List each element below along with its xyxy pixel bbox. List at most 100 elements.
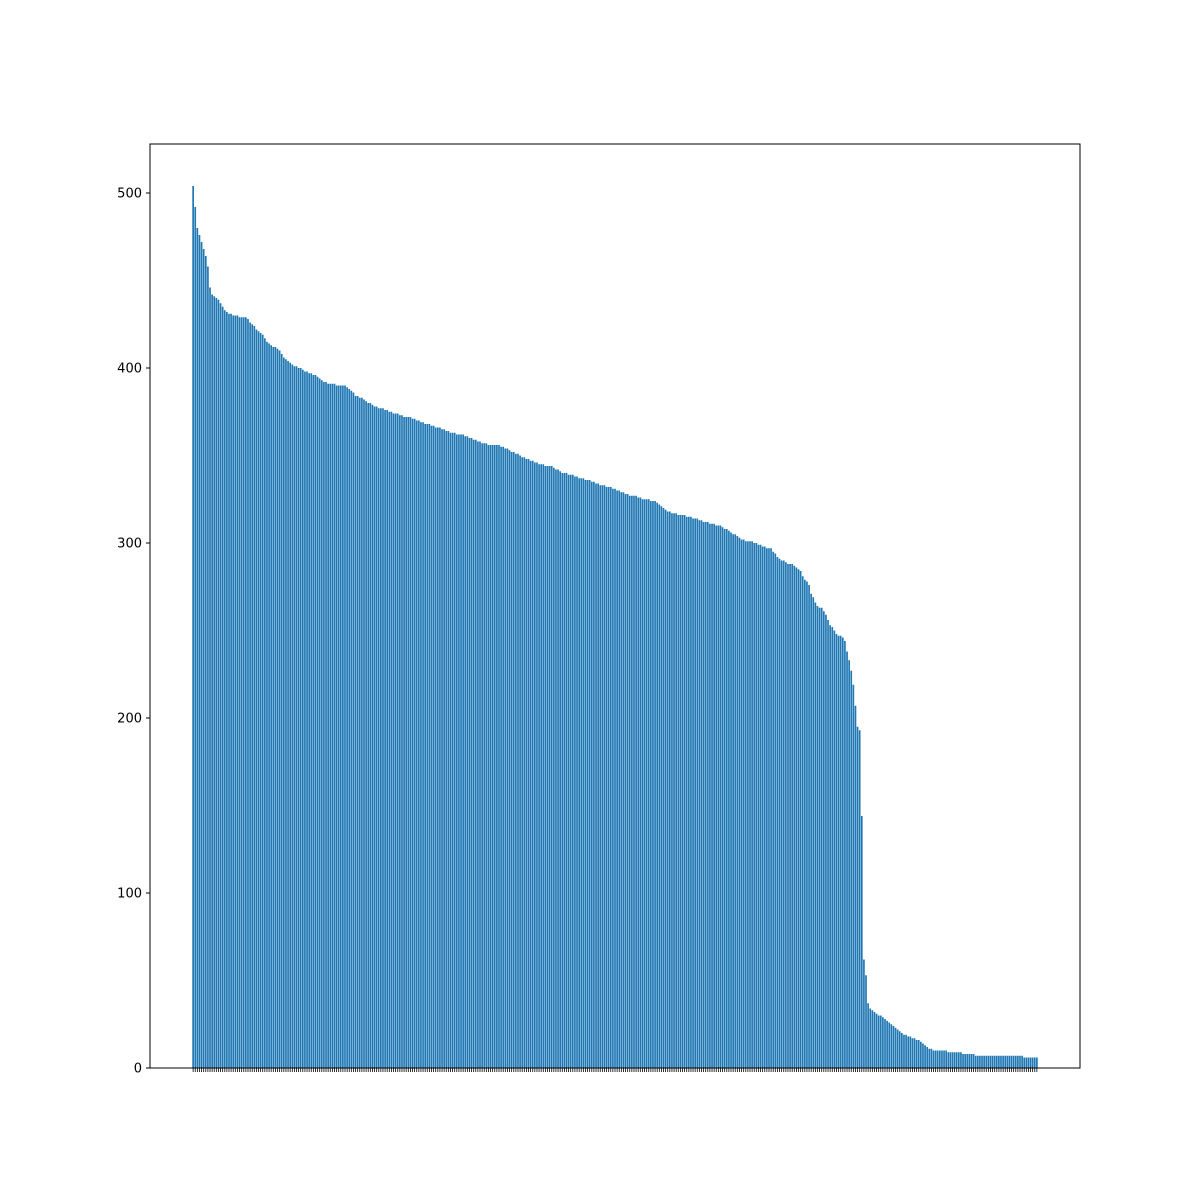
bar — [624, 494, 627, 1068]
bar — [584, 480, 587, 1068]
bar — [628, 495, 631, 1068]
plot-frame — [149, 143, 1081, 1069]
bar — [483, 443, 486, 1068]
bar — [297, 368, 300, 1068]
bar — [215, 298, 218, 1068]
bar — [778, 558, 781, 1068]
bar — [637, 497, 640, 1068]
bar — [1025, 1057, 1028, 1068]
bar — [662, 508, 665, 1068]
bar — [736, 536, 739, 1068]
bar — [247, 319, 249, 1068]
bar — [865, 975, 867, 1068]
bar — [898, 1031, 901, 1068]
bar — [814, 602, 817, 1068]
bar — [894, 1027, 897, 1068]
bar — [869, 1008, 872, 1068]
bar — [496, 445, 498, 1068]
bar — [506, 448, 509, 1068]
bar — [1033, 1057, 1036, 1068]
bar — [458, 434, 460, 1068]
bar — [538, 464, 540, 1068]
bar — [947, 1052, 950, 1068]
y-tick-label: 200 — [117, 712, 142, 727]
bar — [960, 1052, 962, 1068]
bar — [527, 459, 530, 1068]
bar — [544, 466, 547, 1068]
bar — [417, 420, 420, 1068]
bar — [717, 525, 720, 1068]
bar — [350, 390, 353, 1068]
bar — [877, 1015, 880, 1068]
bar — [666, 511, 669, 1068]
bar — [1000, 1055, 1002, 1068]
bar — [466, 436, 469, 1068]
bar — [692, 518, 694, 1068]
bar — [242, 317, 245, 1068]
bar — [681, 515, 684, 1068]
bar — [886, 1020, 888, 1068]
bar — [202, 249, 205, 1068]
bar — [930, 1048, 933, 1068]
bar — [816, 606, 819, 1068]
bar — [474, 439, 477, 1068]
bar — [464, 436, 467, 1068]
bar — [742, 539, 745, 1068]
bar — [436, 427, 439, 1068]
bar — [396, 413, 399, 1068]
bar — [951, 1052, 954, 1068]
bar — [441, 429, 443, 1068]
bar — [485, 443, 488, 1068]
bar — [683, 515, 686, 1068]
bar — [763, 546, 766, 1068]
bar — [685, 516, 688, 1068]
bar — [546, 466, 549, 1068]
bar — [909, 1036, 912, 1068]
bar — [671, 513, 673, 1068]
bar — [295, 366, 298, 1068]
bar — [276, 348, 279, 1068]
bar — [455, 434, 458, 1068]
bar — [835, 634, 838, 1068]
bar — [972, 1054, 975, 1068]
bar — [504, 448, 507, 1068]
bar — [590, 481, 593, 1068]
bar — [344, 385, 346, 1068]
bar — [356, 396, 359, 1068]
bar — [563, 473, 566, 1068]
bar — [548, 466, 551, 1068]
bar — [932, 1050, 935, 1068]
bar — [677, 515, 680, 1068]
bar — [928, 1048, 931, 1068]
bar — [508, 450, 511, 1068]
bar — [268, 343, 270, 1068]
bar — [339, 385, 342, 1068]
bar — [810, 593, 813, 1068]
bar — [833, 630, 836, 1068]
bar — [976, 1055, 979, 1068]
bar — [882, 1017, 884, 1068]
bar — [439, 427, 441, 1068]
bar — [848, 660, 850, 1068]
bar — [852, 684, 855, 1068]
bar — [211, 294, 213, 1068]
bar — [194, 207, 197, 1068]
bar — [274, 347, 277, 1068]
bar — [901, 1033, 903, 1068]
bar — [601, 485, 604, 1068]
bar — [234, 315, 237, 1068]
bar — [1021, 1055, 1023, 1068]
bar — [363, 399, 365, 1068]
bar — [280, 354, 283, 1068]
bar — [354, 396, 357, 1068]
bar — [1023, 1057, 1026, 1068]
bar — [772, 551, 775, 1068]
bar — [700, 520, 703, 1068]
bar — [534, 462, 536, 1068]
bar — [970, 1054, 973, 1068]
bar — [911, 1038, 914, 1068]
bar — [774, 553, 777, 1068]
bar — [559, 471, 561, 1068]
bar — [719, 525, 722, 1068]
